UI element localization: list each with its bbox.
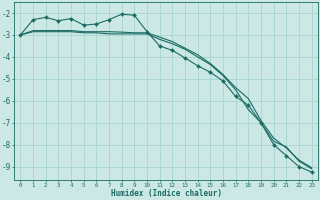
X-axis label: Humidex (Indice chaleur): Humidex (Indice chaleur): [110, 189, 221, 198]
